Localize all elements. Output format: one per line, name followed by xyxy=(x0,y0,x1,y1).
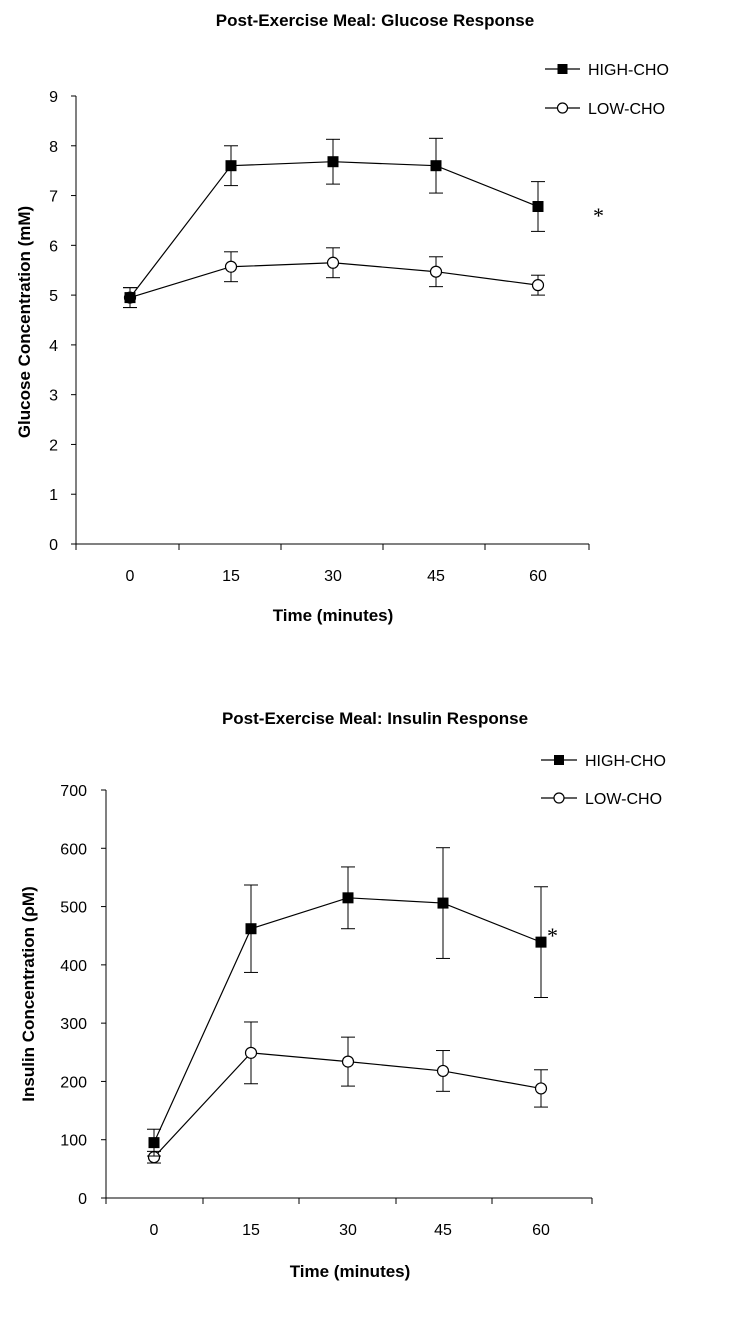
y-tick-label: 3 xyxy=(49,388,58,405)
x-tick-label: 15 xyxy=(222,568,240,585)
data-point xyxy=(429,265,443,278)
x-tick-label: 30 xyxy=(339,1222,357,1239)
data-point xyxy=(224,260,238,273)
legend-label: HIGH-CHO xyxy=(588,62,669,79)
x-axis-title: Time (minutes) xyxy=(290,1262,411,1281)
legend-label: HIGH-CHO xyxy=(585,753,666,770)
x-tick-label: 0 xyxy=(150,1222,159,1239)
significance-annotation: * xyxy=(547,923,558,948)
y-tick-label: 5 xyxy=(49,288,58,305)
x-tick-label: 60 xyxy=(532,1222,550,1239)
y-tick-label: 2 xyxy=(49,437,58,454)
y-tick-label: 400 xyxy=(60,958,87,975)
data-point xyxy=(245,923,257,935)
data-point xyxy=(532,201,544,213)
data-point xyxy=(436,1064,450,1078)
x-tick-label: 0 xyxy=(126,568,135,585)
data-point xyxy=(327,156,339,168)
x-tick-label: 45 xyxy=(427,568,445,585)
y-tick-label: 700 xyxy=(60,783,87,800)
data-point xyxy=(124,292,136,304)
data-point xyxy=(341,1055,355,1068)
x-tick-label: 60 xyxy=(529,568,547,585)
y-tick-label: 6 xyxy=(49,238,58,255)
x-tick-label: 30 xyxy=(324,568,342,585)
legend-marker xyxy=(557,64,568,74)
y-tick-label: 500 xyxy=(60,900,87,917)
x-tick-label: 15 xyxy=(242,1222,260,1239)
data-point xyxy=(342,892,354,904)
legend-marker xyxy=(556,102,569,114)
data-point xyxy=(225,160,237,172)
y-tick-label: 4 xyxy=(49,338,58,355)
chart-title: Post-Exercise Meal: Insulin Response xyxy=(222,709,528,728)
series-line xyxy=(153,897,542,1143)
data-point xyxy=(437,897,449,909)
y-tick-label: 100 xyxy=(60,1133,87,1150)
chart-title: Post-Exercise Meal: Glucose Response xyxy=(216,11,534,30)
data-point xyxy=(535,936,547,948)
y-tick-label: 7 xyxy=(49,189,58,206)
x-tick-label: 45 xyxy=(434,1222,452,1239)
legend-label: LOW-CHO xyxy=(588,101,665,118)
data-point xyxy=(244,1046,258,1059)
data-point xyxy=(531,279,545,292)
data-point xyxy=(430,160,442,172)
y-axis-title: Insulin Concentration (ρM) xyxy=(19,886,38,1101)
legend-label: LOW-CHO xyxy=(585,791,662,808)
y-tick-label: 600 xyxy=(60,841,87,858)
y-tick-label: 1 xyxy=(49,487,58,504)
data-point xyxy=(534,1082,548,1095)
y-tick-label: 0 xyxy=(49,537,58,554)
x-axis-title: Time (minutes) xyxy=(273,606,394,625)
legend-marker xyxy=(553,792,565,804)
y-tick-label: 300 xyxy=(60,1016,87,1033)
significance-annotation: * xyxy=(593,203,604,228)
y-tick-label: 8 xyxy=(49,139,58,156)
y-tick-label: 9 xyxy=(49,89,58,106)
y-tick-label: 200 xyxy=(60,1074,87,1091)
data-point xyxy=(148,1137,160,1149)
data-point xyxy=(326,256,340,269)
y-axis-title: Glucose Concentration (mM) xyxy=(15,206,34,438)
y-tick-label: 0 xyxy=(78,1191,87,1208)
legend-marker xyxy=(554,755,564,765)
